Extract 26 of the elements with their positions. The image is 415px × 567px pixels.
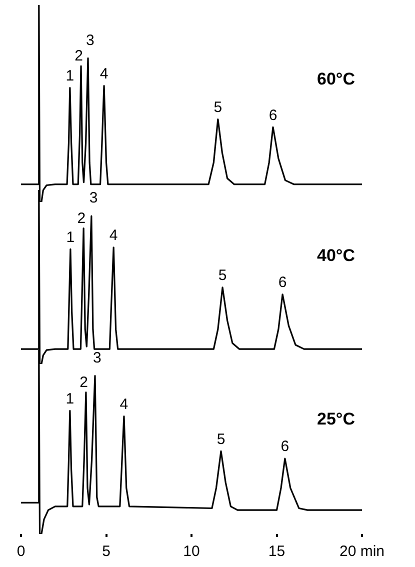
annotation: 3 xyxy=(86,32,94,49)
annotation: 1 xyxy=(66,228,75,246)
annotation: 2 xyxy=(77,210,86,227)
annotation: 4 xyxy=(109,227,118,244)
annotation: 3 xyxy=(89,190,98,207)
x-tick-label: 10 xyxy=(183,543,200,560)
annotation: 1 xyxy=(66,390,74,408)
text: 40°C xyxy=(317,246,355,265)
annotation: 4 xyxy=(120,396,128,413)
annotation: 6 xyxy=(280,438,290,456)
annotation: 3 xyxy=(92,349,102,366)
text: 25°C xyxy=(317,410,355,429)
annotation: 2 xyxy=(74,48,84,65)
annotation: 5 xyxy=(218,267,227,284)
annotation: 4 xyxy=(100,65,108,82)
annotation: 5 xyxy=(214,98,222,116)
annotation: 2 xyxy=(80,374,88,391)
x-tick-label: 20 min xyxy=(339,543,385,560)
x-tick-label: 0 xyxy=(16,543,26,560)
text: 60°C xyxy=(317,70,355,89)
x-tick-label: 5 xyxy=(102,543,110,560)
x-tick-label: 15 xyxy=(268,543,286,560)
annotation: 5 xyxy=(216,430,226,448)
annotation: 6 xyxy=(268,106,278,124)
annotation: 6 xyxy=(278,274,287,292)
annotation: 1 xyxy=(66,67,74,84)
